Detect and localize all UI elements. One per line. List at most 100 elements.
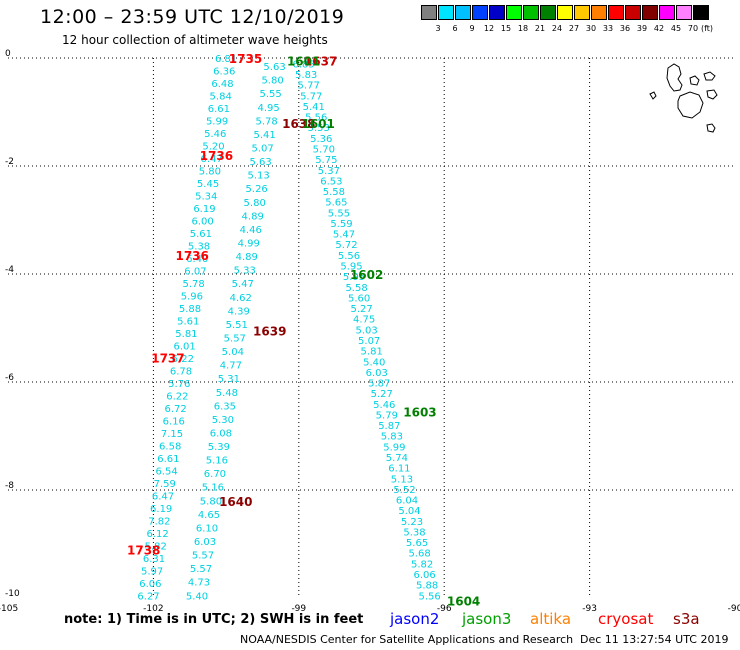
swh-value-label: 6.27 (137, 591, 159, 602)
swh-value-label: 5.65 (406, 538, 428, 549)
swh-value-label: 6.31 (143, 554, 165, 565)
swh-value-label: 6.36 (213, 66, 235, 77)
swh-value-label: 5.83 (295, 70, 317, 81)
island-outline (649, 91, 657, 100)
swh-value-label: 5.16 (202, 483, 224, 494)
satellite-name-altika: altika (530, 610, 572, 628)
swh-value-label: 5.68 (408, 549, 430, 560)
swh-value-label: 5.77 (298, 81, 320, 92)
swh-value-label: 6.00 (192, 216, 214, 227)
lat-tick-label: -10 (5, 589, 20, 599)
swh-value-label: 5.61 (190, 229, 212, 240)
lon-tick-label: -105 (0, 604, 18, 614)
swh-value-label: 5.87 (378, 421, 400, 432)
swh-value-label: 5.99 (206, 116, 228, 127)
swh-value-label: 4.89 (242, 211, 264, 222)
swh-value-label: 5.80 (199, 166, 221, 177)
swh-value-label: 5.88 (416, 581, 438, 592)
island-outline (689, 75, 700, 86)
swh-value-label: 5.77 (300, 91, 322, 102)
swh-value-label: 5.70 (313, 145, 335, 156)
swh-value-label: 5.72 (335, 240, 357, 251)
time-label: 1601 (301, 117, 334, 131)
legend-swatch (472, 5, 488, 20)
time-label: 1604 (447, 595, 480, 609)
swh-value-label: 5.56 (338, 251, 360, 262)
time-label: 1637 (304, 55, 337, 69)
swh-value-label: 6.11 (388, 464, 410, 475)
swh-value-label: 5.87 (368, 379, 390, 390)
swh-value-label: 5.51 (226, 320, 248, 331)
lon-tick-label: -96 (437, 604, 452, 614)
swh-value-label: 5.95 (340, 262, 362, 273)
swh-value-label: 6.72 (164, 404, 186, 415)
swh-value-label: 6.85 (293, 59, 315, 70)
swh-value-label: 5.56 (305, 113, 327, 124)
island-outline (677, 91, 704, 119)
swh-value-label: 5.95 (343, 272, 365, 283)
legend-label: 12 (483, 24, 495, 33)
swh-value-label: 5.20 (202, 141, 224, 152)
swh-value-label: 6.53 (320, 176, 342, 187)
island-outline (706, 89, 718, 100)
legend-label: 15 (500, 24, 512, 33)
swh-value-label: 5.46 (204, 129, 226, 140)
swh-value-label: 6.06 (139, 579, 161, 590)
swh-value-label: 6.48 (211, 79, 233, 90)
satellite-name-jason3: jason3 (462, 610, 512, 628)
time-label: 1638 (282, 117, 315, 131)
swh-value-label: 5.04 (398, 506, 420, 517)
swh-value-label: 6.78 (170, 366, 192, 377)
swh-value-label: 4.46 (240, 225, 262, 236)
swh-value-label: 5.27 (371, 389, 393, 400)
swh-value-label: 5.27 (350, 304, 372, 315)
swh-value-label: 4.95 (257, 103, 279, 114)
swh-value-label: 5.88 (179, 304, 201, 315)
swh-value-label: 5.79 (376, 410, 398, 421)
swh-value-label: 5.46 (373, 400, 395, 411)
swh-value-label: 6.40 (186, 254, 208, 265)
swh-value-label: 5.38 (188, 241, 210, 252)
legend-swatch (438, 5, 454, 20)
swh-value-label: 5.99 (383, 442, 405, 453)
swh-value-label: 5.40 (186, 591, 208, 602)
swh-value-label: 5.38 (403, 527, 425, 538)
legend-swatch (506, 5, 522, 20)
swh-value-label: 5.41 (303, 102, 325, 113)
lon-tick-label: -99 (291, 604, 306, 614)
lat-tick-label: -4 (5, 265, 14, 275)
swh-value-label: 6.19 (150, 504, 172, 515)
swh-value-label: 6.54 (155, 466, 177, 477)
swh-value-label: 5.82 (411, 559, 433, 570)
swh-value-label: 5.75 (315, 155, 337, 166)
swh-value-label: 6.10 (196, 523, 218, 534)
legend-unit: (ft) (701, 24, 714, 33)
legend-label: 21 (534, 24, 546, 33)
satellite-name-s3a: s3a (673, 610, 700, 628)
legend-label: 9 (469, 24, 475, 33)
legend-label: 30 (585, 24, 597, 33)
swh-value-label: 5.74 (386, 453, 408, 464)
legend-label: 3 (435, 24, 441, 33)
swh-value-label: 6.35 (214, 401, 236, 412)
swh-value-label: 5.30 (212, 415, 234, 426)
swh-value-label: 5.59 (330, 219, 352, 230)
swh-value-label: 5.13 (248, 171, 270, 182)
swh-value-label: 6.06 (413, 570, 435, 581)
legend-label: 45 (670, 24, 682, 33)
swh-value-label: 7.15 (161, 429, 183, 440)
swh-value-label: 6.08 (210, 428, 232, 439)
swh-value-label: 5.56 (419, 591, 441, 602)
swh-value-label: 5.55 (259, 89, 281, 100)
lat-tick-label: 0 (5, 49, 11, 59)
legend-swatch (523, 5, 539, 20)
swh-value-label: 6.47 (201, 154, 223, 165)
swh-value-label: 5.45 (197, 179, 219, 190)
swh-value-label: 5.13 (391, 474, 413, 485)
swh-value-label: 4.39 (228, 306, 250, 317)
swh-value-label: 4.99 (238, 239, 260, 250)
swh-value-label: 5.33 (234, 266, 256, 277)
legend-label: 6 (452, 24, 458, 33)
legend-swatch (557, 5, 573, 20)
swh-value-label: 6.22 (166, 391, 188, 402)
